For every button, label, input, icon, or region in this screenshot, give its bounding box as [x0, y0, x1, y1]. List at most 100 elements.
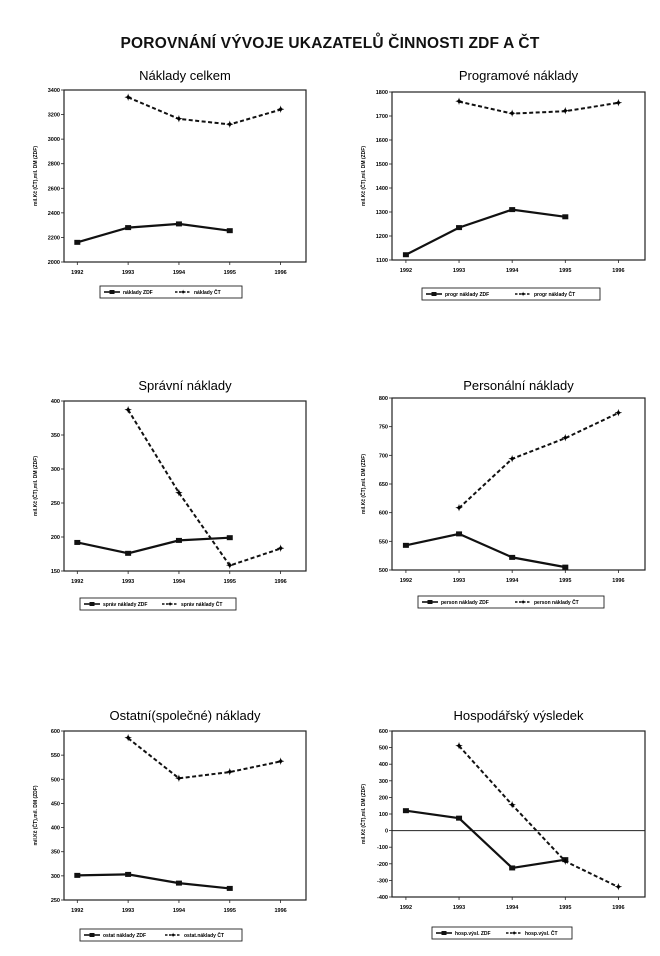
chart-6: Hospodářský výsledek -400 -300 -200 -100 0 100… [360, 708, 646, 940]
data-point-ct: ✦ [562, 856, 570, 866]
plot-frame [391, 91, 646, 261]
legend: hosp.výsl. ZDF ✦ hosp.výsl. ČT [431, 926, 573, 940]
plot-frame [63, 400, 307, 572]
series-line-zdf [77, 873, 230, 890]
x-tick-label: 1995 [224, 270, 236, 276]
x-tick-label: 1995 [559, 578, 571, 584]
series-line-ct [127, 96, 281, 126]
x-tick-label: 1992 [71, 579, 83, 585]
data-point-zdf [562, 857, 569, 863]
legend-label: náklady ZDF [123, 290, 153, 296]
y-tick-label: 400 [51, 399, 60, 405]
series-line-ct [127, 737, 281, 780]
legend: správ náklady ZDF ✦ správ náklady ČT [79, 597, 237, 611]
y-tick-label: 100 [379, 812, 388, 818]
data-point-zdf [74, 872, 81, 878]
legend-label: náklady ČT [194, 289, 221, 296]
data-point-ct: ✦ [455, 503, 463, 513]
legend-label: person náklady ČT [534, 599, 579, 606]
x-tick-label: 1993 [453, 578, 465, 584]
x-tick-label: 1994 [506, 268, 519, 274]
chart-2: Programové náklady 1100 1200 1300 1400 1500 16… [360, 68, 646, 301]
data-point-zdf [456, 531, 463, 537]
y-tick-label: 350 [51, 850, 60, 856]
data-point-zdf [402, 808, 409, 814]
data-point-zdf [125, 550, 132, 556]
legend-marker: ✦ [520, 599, 526, 607]
y-tick-label: -100 [377, 845, 388, 851]
legend-marker [89, 602, 95, 606]
legend-marker: ✦ [511, 930, 517, 938]
x-tick-label: 1992 [71, 908, 83, 914]
legend: náklady ZDF ✦ náklady ČT [99, 285, 243, 299]
y-tick-label: -300 [377, 878, 388, 884]
legend-label: hosp.výsl. ČT [525, 930, 558, 937]
x-tick-label: 1995 [224, 579, 236, 585]
x-tick-label: 1993 [122, 270, 134, 276]
legend-marker: ✦ [170, 932, 176, 940]
series-line-ct [127, 409, 281, 567]
data-point-ct: ✦ [615, 882, 623, 892]
legend-box [431, 926, 573, 940]
y-tick-label: -400 [377, 895, 388, 901]
y-tick-label: 400 [51, 826, 60, 832]
chart-3: Správní náklady 150 200 250 300 350 400 1992 199… [32, 378, 307, 611]
data-point-zdf [509, 207, 516, 213]
legend: ostat náklady ZDF ✦ ostat.náklady ČT [79, 928, 243, 942]
data-point-zdf [175, 880, 182, 886]
x-tick-label: 1992 [400, 905, 412, 911]
data-point-zdf [509, 554, 516, 560]
x-tick-label: 1996 [274, 579, 286, 585]
x-tick-label: 1994 [506, 578, 519, 584]
data-point-ct: ✦ [455, 97, 463, 107]
x-tick-label: 1996 [612, 905, 624, 911]
y-tick-label: 450 [51, 801, 60, 807]
data-point-zdf [562, 214, 569, 220]
data-point-zdf [74, 239, 81, 245]
y-tick-label: 750 [379, 425, 388, 431]
y-tick-label: 250 [51, 898, 60, 904]
x-tick-label: 1992 [400, 578, 412, 584]
y-tick-label: 1100 [376, 258, 388, 264]
legend-marker: ✦ [167, 601, 173, 609]
series-line-ct [458, 100, 619, 115]
y-tick-label: 1700 [376, 114, 388, 120]
chart-4: Personální náklady 500 550 600 650 700 750 800 1… [360, 378, 646, 609]
y-tick-label: 1800 [376, 90, 388, 96]
legend-label: správ náklady ČT [181, 601, 222, 608]
chart-title: Náklady celkem [139, 68, 231, 83]
data-point-zdf [226, 885, 233, 891]
x-tick-label: 1994 [506, 905, 519, 911]
y-tick-label: 600 [379, 511, 388, 517]
data-point-zdf [175, 221, 182, 227]
y-tick-label: 300 [51, 467, 60, 473]
plot-frame [391, 397, 646, 571]
legend-marker [89, 933, 95, 937]
legend-label: ostat náklady ZDF [103, 933, 146, 939]
legend-box [79, 597, 237, 611]
data-point-zdf [125, 871, 132, 877]
chart-title: Personální náklady [463, 378, 574, 393]
legend-box [421, 287, 601, 301]
y-tick-label: 2200 [48, 235, 60, 241]
y-tick-label: 550 [379, 539, 388, 545]
legend: progr náklady ZDF ✦ progr náklady ČT [421, 287, 601, 301]
y-tick-label: 800 [379, 396, 388, 402]
data-point-zdf [562, 564, 569, 570]
x-tick-label: 1994 [173, 270, 186, 276]
data-point-ct: ✦ [508, 454, 516, 464]
y-tick-label: 500 [51, 777, 60, 783]
x-tick-label: 1995 [224, 908, 236, 914]
chart-1: Náklady celkem 2000 2200 2400 2600 2800 3000 32… [32, 68, 307, 299]
data-point-zdf [226, 535, 233, 541]
x-tick-label: 1996 [612, 268, 624, 274]
x-tick-label: 1995 [559, 268, 571, 274]
y-axis-label: mil.Kč (ČT),mil. DM (ZDF) [32, 146, 39, 206]
y-tick-label: 700 [379, 453, 388, 459]
data-point-ct: ✦ [175, 773, 183, 783]
legend-marker [427, 600, 433, 604]
legend-label: správ náklady ZDF [103, 602, 147, 608]
legend: person náklady ZDF ✦ person náklady ČT [417, 595, 605, 609]
y-tick-label: 2800 [48, 162, 60, 168]
